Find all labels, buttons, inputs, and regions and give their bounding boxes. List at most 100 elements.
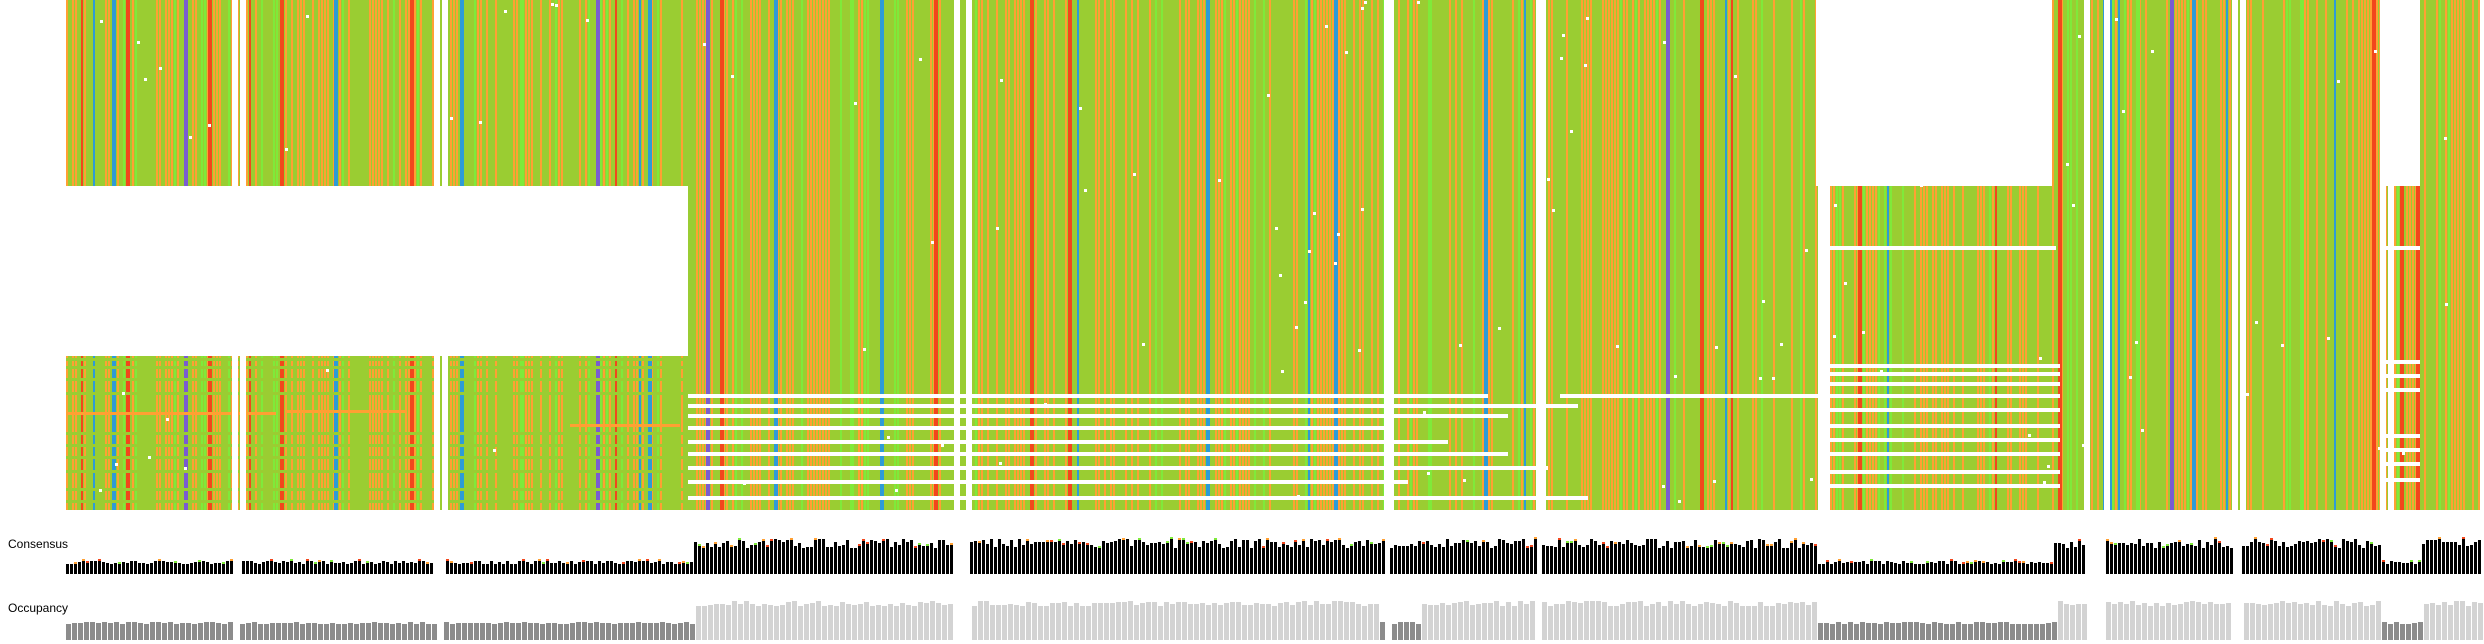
consensus-bar bbox=[186, 564, 189, 574]
msa-column bbox=[1035, 0, 1037, 510]
occupancy-bar bbox=[1782, 604, 1787, 640]
msa-column bbox=[1623, 0, 1625, 510]
msa-column bbox=[2316, 0, 2318, 510]
msa-column bbox=[2037, 0, 2039, 510]
consensus-bar bbox=[1374, 544, 1377, 574]
consensus-bar bbox=[2054, 543, 2057, 574]
msa-gap-cell bbox=[555, 4, 558, 7]
msa-column bbox=[1614, 0, 1616, 510]
occupancy-bar bbox=[1476, 604, 1481, 640]
occupancy-bar bbox=[1650, 604, 1655, 640]
msa-row-fragment bbox=[66, 392, 688, 395]
msa-gap-cell bbox=[1304, 301, 1307, 304]
msa-column bbox=[2364, 0, 2366, 510]
consensus-bar bbox=[406, 563, 409, 574]
consensus-bar bbox=[1010, 540, 1013, 574]
msa-gap-cell bbox=[385, 229, 388, 232]
consensus-bar bbox=[1582, 547, 1585, 574]
occupancy-bar bbox=[1872, 623, 1877, 640]
occupancy-bar bbox=[444, 622, 449, 640]
occupancy-bar bbox=[1140, 603, 1145, 640]
occupancy-bar bbox=[168, 622, 173, 640]
consensus-bar bbox=[586, 561, 589, 574]
consensus-bar bbox=[694, 542, 697, 574]
msa-column bbox=[840, 0, 842, 510]
msa-column bbox=[1203, 0, 1205, 510]
msa-gap-cell bbox=[2066, 163, 2069, 166]
consensus-bar bbox=[698, 546, 701, 574]
consensus-bar bbox=[822, 539, 825, 574]
msa-column bbox=[1521, 0, 1523, 510]
consensus-bar bbox=[1442, 547, 1445, 574]
msa-column bbox=[696, 0, 698, 510]
consensus-bar bbox=[642, 561, 645, 574]
consensus-residue-mark bbox=[1558, 538, 1561, 540]
occupancy-bar bbox=[312, 623, 317, 640]
msa-column bbox=[2304, 0, 2306, 510]
consensus-bar bbox=[206, 562, 209, 574]
consensus-bar bbox=[1494, 546, 1497, 574]
msa-gap-cell bbox=[999, 462, 1002, 465]
consensus-residue-mark bbox=[2214, 537, 2217, 539]
msa-column bbox=[750, 0, 752, 510]
msa-gap-cell bbox=[1308, 250, 1311, 253]
consensus-residue-mark bbox=[290, 559, 293, 561]
msa-gap-cell bbox=[648, 201, 651, 204]
consensus-bar bbox=[214, 563, 217, 574]
occupancy-bar bbox=[336, 624, 341, 640]
occupancy-bar bbox=[1518, 601, 1523, 640]
msa-gap-cell bbox=[1616, 345, 1619, 348]
msa-column bbox=[1944, 0, 1946, 510]
occupancy-bar bbox=[2166, 603, 2171, 640]
occupancy-bar bbox=[1956, 622, 1961, 640]
consensus-bar bbox=[638, 561, 641, 574]
consensus-bar bbox=[630, 561, 633, 574]
occupancy-bar bbox=[708, 605, 713, 640]
occupancy-bar bbox=[2376, 601, 2381, 640]
consensus-bar bbox=[2270, 540, 2273, 574]
consensus-bar bbox=[1002, 544, 1005, 574]
consensus-residue-mark bbox=[566, 562, 569, 564]
msa-column-highlight bbox=[2192, 0, 2196, 510]
consensus-residue-mark bbox=[1326, 539, 1329, 541]
msa-gap-cell bbox=[2043, 481, 2046, 484]
consensus-residue-mark bbox=[2050, 562, 2053, 564]
occupancy-bar bbox=[1470, 605, 1475, 640]
consensus-bar bbox=[666, 562, 669, 574]
msa-column-highlight bbox=[2136, 0, 2140, 510]
consensus-bar bbox=[2198, 540, 2201, 574]
occupancy-bar bbox=[1710, 603, 1715, 640]
occupancy-bar bbox=[744, 601, 749, 640]
msa-column bbox=[792, 0, 794, 510]
msa-gap-cell bbox=[2082, 444, 2085, 447]
consensus-bar bbox=[726, 541, 729, 574]
consensus-residue-mark bbox=[2106, 539, 2109, 541]
occupancy-bar bbox=[1854, 624, 1859, 640]
msa-gap-cell bbox=[2151, 50, 2154, 53]
consensus-bar bbox=[1218, 544, 1221, 574]
consensus-bar bbox=[2258, 542, 2261, 574]
consensus-bar bbox=[1138, 540, 1141, 574]
occupancy-bar bbox=[2412, 623, 2417, 640]
occupancy-bar bbox=[2076, 604, 2081, 640]
consensus-bar bbox=[1578, 545, 1581, 574]
msa-column bbox=[2352, 0, 2354, 510]
msa-gap-cell bbox=[148, 456, 151, 459]
consensus-bar bbox=[2142, 546, 2145, 574]
msa-column bbox=[2184, 0, 2186, 510]
msa-column bbox=[864, 0, 866, 510]
occupancy-bar bbox=[2064, 604, 2069, 640]
msa-column bbox=[2187, 0, 2189, 510]
msa-gap-cell bbox=[493, 449, 496, 452]
msa-gap-cell bbox=[1459, 344, 1462, 347]
consensus-bar bbox=[2226, 546, 2229, 574]
occupancy-bar bbox=[642, 623, 647, 640]
occupancy-bar bbox=[558, 624, 563, 640]
consensus-bar bbox=[1670, 548, 1673, 574]
msa-gap-cell bbox=[941, 444, 944, 447]
occupancy-bar bbox=[1668, 601, 1673, 640]
occupancy-bar bbox=[288, 623, 293, 640]
msa-column bbox=[1044, 0, 1046, 510]
